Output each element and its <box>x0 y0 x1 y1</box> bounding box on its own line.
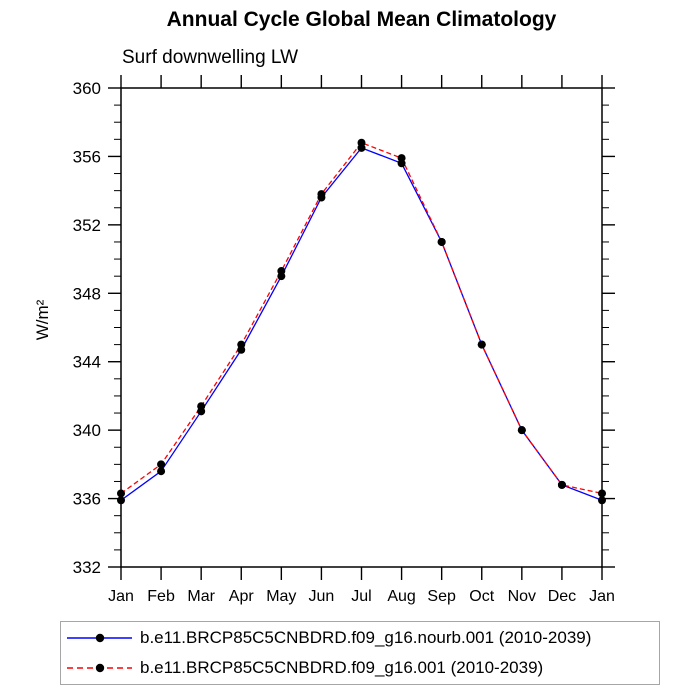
y-tick-label: 356 <box>73 147 101 166</box>
x-tick-label: Dec <box>548 588 576 605</box>
data-point-marker <box>357 138 366 147</box>
y-tick-label: 332 <box>73 558 101 577</box>
x-tick-label: Jan <box>589 588 615 605</box>
x-tick-label: Oct <box>469 588 494 605</box>
y-tick-label: 340 <box>73 421 101 440</box>
x-tick-label: Nov <box>508 588 536 605</box>
data-point-marker <box>117 489 125 498</box>
x-tick-label: Feb <box>147 588 175 605</box>
x-tick-label: Mar <box>187 588 215 605</box>
legend-item-urb: b.e11.BRCP85C5CNBDRD.f09_g16.001 (2010-2… <box>66 653 659 683</box>
y-tick-label: 336 <box>73 490 101 509</box>
data-point-marker <box>557 480 566 489</box>
x-tick-label: Apr <box>229 588 255 605</box>
y-tick-label: 344 <box>73 353 101 372</box>
chart-subtitle: Surf downwelling LW <box>122 47 299 68</box>
legend-marker-solid-line-icon <box>67 633 132 643</box>
data-point-marker <box>598 496 606 505</box>
y-tick-label: 348 <box>73 284 101 303</box>
data-point-marker <box>477 340 486 349</box>
data-point-marker <box>157 467 166 476</box>
x-tick-label: Jul <box>351 588 371 605</box>
data-point-marker <box>397 154 406 163</box>
chart-title: Annual Cycle Global Mean Climatology <box>166 8 557 31</box>
data-point-marker <box>237 340 246 349</box>
data-point-marker <box>157 460 166 469</box>
axes-box <box>120 87 603 568</box>
data-point-marker <box>197 402 206 411</box>
y-tick-label: 352 <box>73 216 101 235</box>
legend-marker-dashed-line-icon <box>67 663 132 673</box>
x-tick-label: Aug <box>387 588 415 605</box>
x-tick-label: May <box>266 588 296 605</box>
x-tick-label: Jan <box>108 588 134 605</box>
legend: b.e11.BRCP85C5CNBDRD.f09_g16.nourb.001 (… <box>60 621 660 685</box>
data-point-marker <box>598 489 606 498</box>
legend-label: b.e11.BRCP85C5CNBDRD.f09_g16.001 (2010-2… <box>140 658 544 677</box>
legend-item-nourb: b.e11.BRCP85C5CNBDRD.f09_g16.nourb.001 (… <box>66 623 659 653</box>
data-point-marker <box>437 237 446 246</box>
series-line-0 <box>120 147 603 501</box>
x-tick-label: Sep <box>427 588 456 605</box>
x-tick-label: Jun <box>309 588 335 605</box>
data-point-marker <box>517 426 526 435</box>
data-point-marker <box>317 190 326 199</box>
data-point-marker <box>277 267 286 276</box>
legend-label: b.e11.BRCP85C5CNBDRD.f09_g16.nourb.001 (… <box>140 628 592 647</box>
y-tick-label: 360 <box>73 79 101 98</box>
data-point-marker <box>117 496 125 505</box>
